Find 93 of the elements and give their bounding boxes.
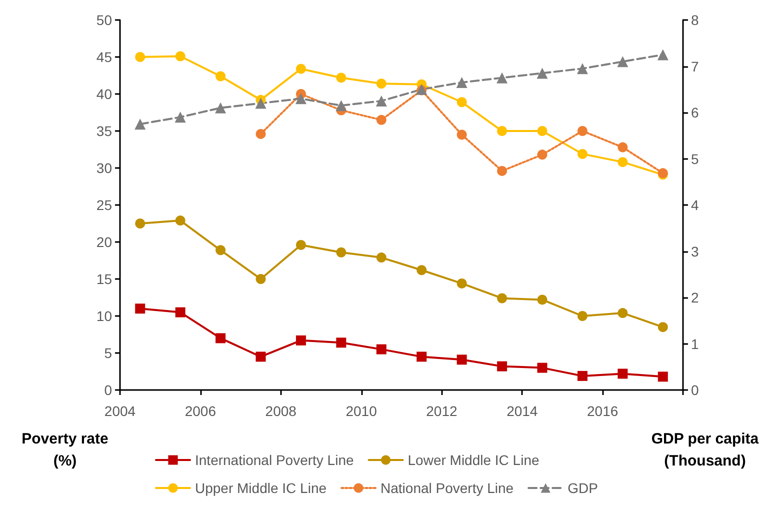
point	[577, 126, 588, 136]
x-tick-label: 2010	[346, 403, 378, 419]
x-tick-label: 2014	[506, 403, 538, 419]
point	[416, 352, 427, 362]
point	[456, 130, 467, 140]
point	[456, 354, 467, 365]
point	[175, 307, 186, 318]
y-tick-label: 5	[104, 345, 112, 361]
y2-tick-label: 0	[691, 382, 699, 398]
point	[658, 322, 668, 332]
y2-tick-label: 7	[691, 58, 699, 74]
point	[456, 97, 467, 108]
point	[376, 252, 386, 263]
point	[135, 218, 146, 228]
point	[216, 71, 226, 82]
x-tick-label: 2006	[184, 403, 216, 419]
point	[376, 95, 387, 106]
point	[135, 304, 146, 314]
point	[295, 93, 306, 104]
point	[336, 72, 346, 83]
legend-label: International Poverty Line	[195, 452, 354, 468]
point	[536, 68, 548, 79]
point	[256, 274, 266, 284]
point	[256, 352, 266, 362]
point	[175, 51, 186, 62]
y-tick-label: 15	[96, 271, 112, 287]
y2-axis-title: GDP per capita (Thousand)	[651, 430, 760, 470]
point	[456, 76, 468, 88]
point	[497, 361, 508, 372]
point	[376, 344, 386, 354]
legend-label: GDP	[568, 480, 598, 496]
y-tick-label: 25	[96, 197, 112, 213]
point	[416, 265, 427, 276]
y-tick-label: 50	[96, 12, 112, 28]
point	[577, 148, 588, 159]
point	[497, 166, 508, 176]
point	[577, 370, 588, 381]
point	[577, 311, 588, 321]
y2-tick-label: 3	[691, 243, 699, 260]
point	[537, 150, 548, 160]
y2-tick-label: 2	[691, 290, 699, 306]
point	[497, 126, 508, 136]
point	[456, 278, 467, 288]
y2-tick-label: 8	[691, 12, 699, 28]
point	[496, 72, 508, 84]
y2-tick-label: 5	[691, 150, 699, 167]
y2-tick-label: 1	[691, 336, 699, 352]
point	[618, 157, 628, 168]
point	[296, 335, 306, 346]
point	[174, 112, 186, 123]
y-axis-title: Poverty rate (%)	[22, 430, 108, 470]
point	[255, 98, 266, 109]
point	[256, 128, 266, 139]
legend-label: National Poverty Line	[380, 480, 514, 496]
point	[618, 142, 628, 152]
x-tick-label: 2012	[426, 403, 458, 419]
point	[216, 245, 226, 256]
point	[216, 333, 226, 344]
y-tick-label: 20	[96, 234, 112, 250]
point	[175, 216, 186, 226]
point	[618, 308, 628, 318]
point	[497, 293, 508, 304]
y-tick-label: 0	[104, 382, 112, 398]
legend-label: Lower Middle IC Line	[408, 452, 540, 468]
point	[336, 247, 346, 258]
point	[537, 362, 548, 373]
point	[296, 240, 306, 250]
point	[617, 56, 628, 68]
point	[618, 368, 628, 379]
point	[135, 52, 146, 62]
y-tick-label: 45	[96, 49, 112, 65]
point	[134, 118, 146, 130]
point	[537, 294, 548, 305]
point	[376, 78, 386, 89]
point	[657, 49, 668, 60]
point	[658, 372, 668, 382]
y-tick-label: 40	[96, 86, 112, 102]
point	[576, 63, 588, 74]
point	[336, 338, 346, 348]
point	[537, 126, 548, 136]
point	[376, 114, 386, 125]
y2-tick-label: 6	[691, 104, 699, 120]
y2-tick-label: 4	[691, 197, 699, 213]
point	[296, 64, 306, 74]
y-tick-label: 30	[96, 160, 112, 176]
x-tick-label: 2016	[586, 403, 618, 419]
legend-label: Upper Middle IC Line	[195, 480, 327, 496]
y-tick-label: 35	[96, 123, 112, 139]
y-tick-label: 10	[96, 308, 112, 324]
point	[336, 100, 347, 112]
point	[215, 102, 226, 114]
x-tick-label: 2008	[265, 403, 297, 419]
x-tick-label: 2004	[104, 403, 136, 419]
